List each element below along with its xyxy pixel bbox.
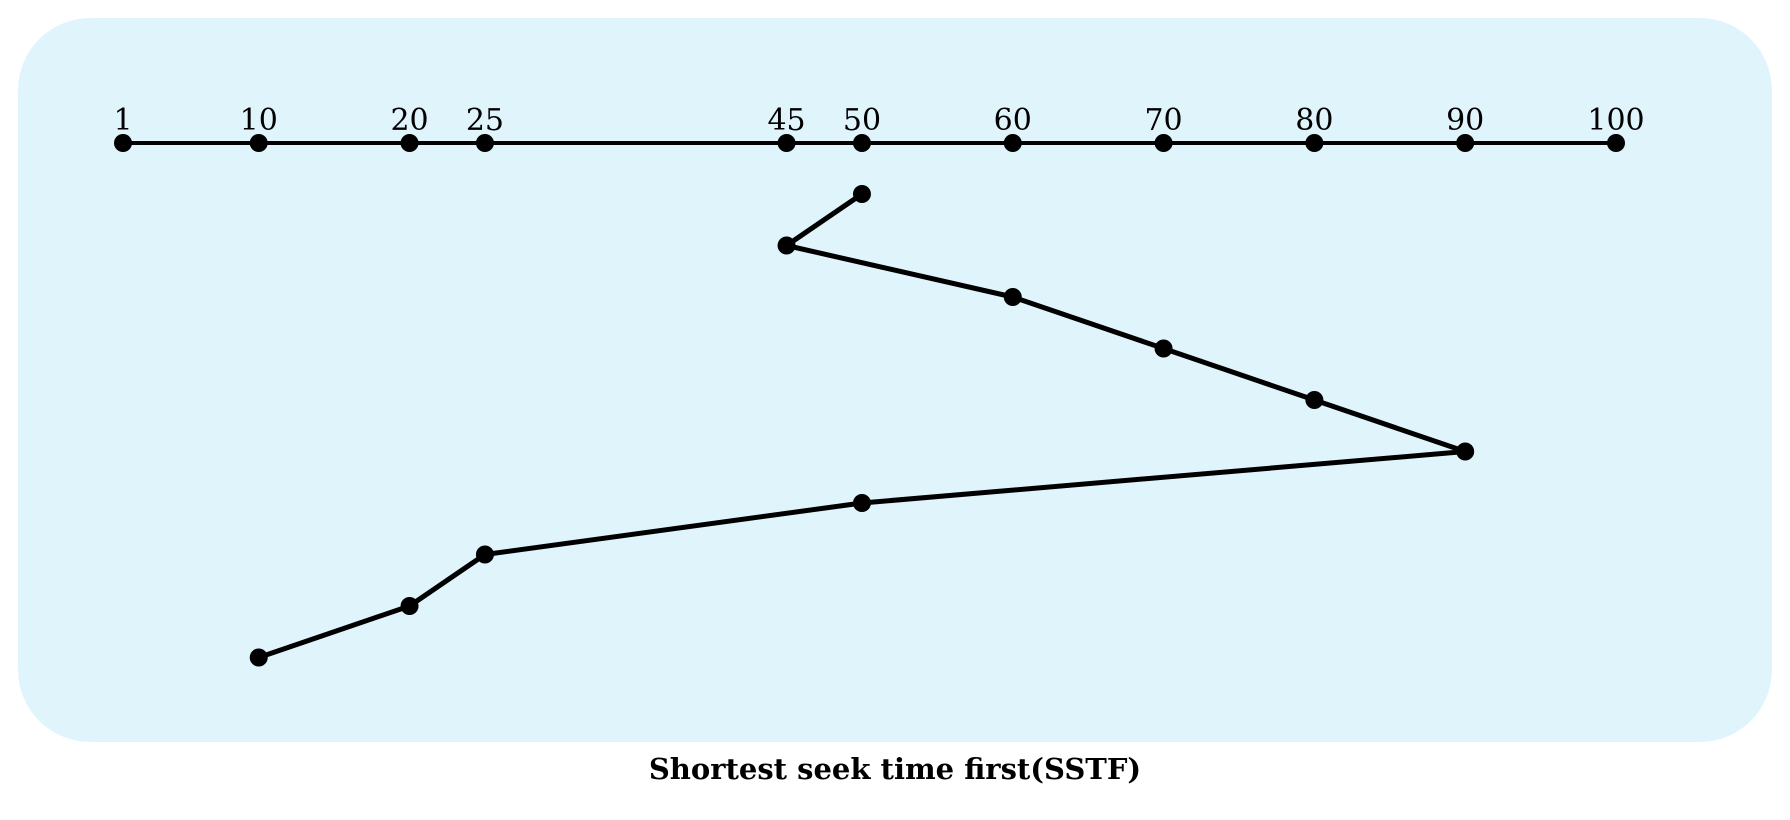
track-tick-dot-60 bbox=[1003, 134, 1022, 152]
head-path-point-7-track-50 bbox=[852, 494, 871, 512]
track-tick-label-45: 45 bbox=[767, 103, 805, 138]
diagram-caption: Shortest seek time first(SSTF) bbox=[648, 752, 1142, 786]
track-tick-label-80: 80 bbox=[1295, 103, 1333, 138]
head-path-point-5-track-80 bbox=[1305, 391, 1324, 409]
head-path-point-9-track-20 bbox=[400, 597, 419, 615]
track-tick-dot-100 bbox=[1607, 134, 1625, 152]
head-movement-points bbox=[249, 185, 1475, 667]
head-path-point-6-track-90 bbox=[1456, 442, 1475, 461]
track-tick-label-20: 20 bbox=[390, 103, 428, 138]
track-tick-dot-20 bbox=[400, 134, 419, 152]
sstf-diagram: 1 10 20 25 45 50 60 70 80 90 100 bbox=[18, 18, 1772, 742]
track-tick-label-10: 10 bbox=[240, 103, 278, 138]
head-path-point-3-track-60 bbox=[1003, 288, 1022, 306]
track-tick-label-1: 1 bbox=[113, 103, 132, 138]
panel-background bbox=[18, 18, 1772, 742]
track-tick-dot-45 bbox=[777, 134, 796, 152]
track-tick-label-70: 70 bbox=[1144, 103, 1182, 138]
track-tick-label-60: 60 bbox=[994, 103, 1032, 138]
diagram-panel: 1 10 20 25 45 50 60 70 80 90 100 bbox=[18, 18, 1772, 742]
track-tick-dot-25 bbox=[475, 134, 494, 152]
head-path-point-1-track-50 bbox=[852, 185, 871, 203]
track-tick-dot-10 bbox=[249, 134, 268, 152]
track-tick-dot-1 bbox=[114, 134, 132, 152]
track-tick-dot-90 bbox=[1456, 134, 1475, 152]
head-path-point-4-track-70 bbox=[1154, 339, 1173, 358]
track-axis-ticks: 1 10 20 25 45 50 60 70 80 90 100 bbox=[113, 103, 1645, 152]
head-path-point-2-track-45 bbox=[777, 236, 796, 255]
track-tick-dot-70 bbox=[1154, 134, 1173, 152]
track-tick-dot-50 bbox=[852, 134, 871, 152]
track-tick-label-90: 90 bbox=[1446, 103, 1484, 138]
track-tick-dot-80 bbox=[1305, 134, 1324, 152]
head-movement-path bbox=[257, 191, 1468, 660]
track-tick-label-100: 100 bbox=[1587, 103, 1644, 138]
head-path-point-8-track-25 bbox=[475, 545, 494, 564]
track-tick-label-25: 25 bbox=[466, 103, 504, 138]
head-path-point-10-track-10 bbox=[249, 648, 268, 667]
track-tick-label-50: 50 bbox=[843, 103, 881, 138]
